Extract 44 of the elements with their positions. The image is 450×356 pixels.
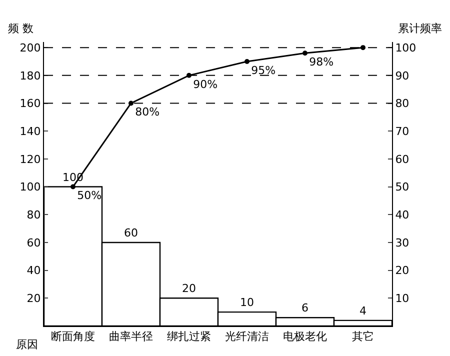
y2-axis-title: 累计频率 — [398, 22, 442, 35]
y-tick-label: 40 — [26, 264, 41, 278]
data-label: 80% — [135, 106, 160, 119]
x-tick-label: 其它 — [352, 330, 374, 344]
y2-tick-label: 20 — [395, 264, 410, 278]
data-label: 90% — [193, 78, 218, 91]
x-tick-label: 光纤清洁 — [225, 330, 269, 344]
y-tick-label: 80 — [26, 208, 41, 222]
y-tick-label: 60 — [26, 236, 41, 250]
point — [360, 45, 366, 50]
point — [244, 58, 250, 64]
data-label: 20 — [182, 282, 196, 296]
y-tick-label: 160 — [20, 97, 41, 110]
y-tick-label: 200 — [20, 41, 41, 54]
x-tick-label: 断面角度 — [51, 330, 95, 344]
data-label: 10 — [240, 296, 254, 310]
x-axis-title: 原因 — [16, 338, 38, 351]
y-tick-label: 120 — [20, 152, 41, 166]
y2-tick-label: 30 — [395, 236, 410, 250]
data-label: 50% — [77, 189, 102, 202]
data-label: 98% — [309, 56, 334, 69]
y2-tick-label: 10 — [395, 292, 410, 306]
y2-tick-label: 60 — [395, 152, 410, 166]
x-tick-label: 电极老化 — [283, 330, 327, 344]
data-label: 60 — [124, 226, 138, 240]
data-label: 6 — [302, 302, 308, 315]
y-tick-label: 20 — [26, 292, 41, 306]
point — [302, 50, 308, 56]
y-tick-label: 180 — [20, 69, 41, 82]
y2-tick-label: 70 — [395, 124, 410, 138]
y2-tick-label: 80 — [395, 97, 410, 110]
y2-tick-label: 40 — [395, 208, 410, 222]
y-tick-label: 140 — [20, 124, 41, 138]
y2-tick-label: 50 — [395, 180, 410, 194]
y-axis-title: 频 数 — [8, 22, 34, 35]
y2-tick-label: 100 — [395, 41, 416, 54]
x-tick-label: 曲率半径 — [109, 330, 153, 344]
x-tick-label: 绑扎过紧 — [167, 330, 211, 344]
data-label: 95% — [251, 64, 276, 77]
y-tick-label: 100 — [20, 180, 41, 194]
y2-tick-label: 90 — [395, 69, 410, 82]
point — [70, 184, 76, 190]
data-label: 4 — [360, 304, 366, 318]
point — [128, 100, 134, 106]
